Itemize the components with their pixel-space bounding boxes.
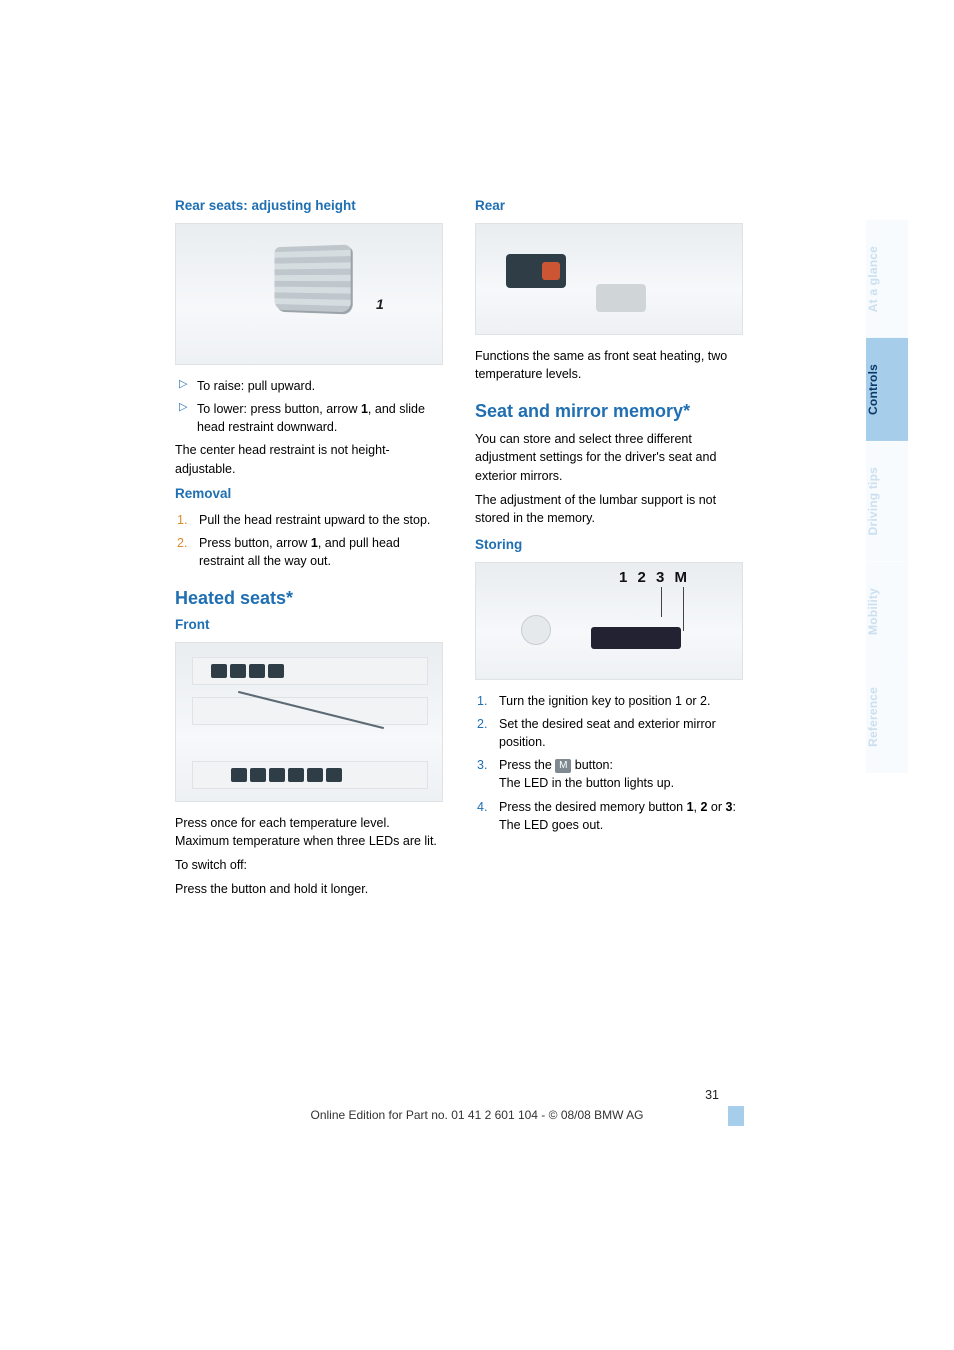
side-tab-strip: At a glance Controls Driving tips Mobili… [866, 220, 908, 772]
removal-step-2-bold: 1 [311, 536, 318, 550]
tab-at-a-glance[interactable]: At a glance [866, 220, 908, 338]
dash-buttons-3 [231, 768, 342, 782]
rear-panel-button [506, 254, 566, 288]
removal-step-1: Pull the head restraint upward to the st… [175, 511, 445, 529]
heading-removal: Removal [175, 486, 445, 501]
heading-rear: Rear [475, 198, 745, 213]
heading-heated-seats: Heated seats* [175, 588, 445, 609]
memory-paragraph-1: You can store and select three different… [475, 430, 745, 484]
dash-row-3 [192, 761, 428, 789]
bullet-raise: To raise: pull upward. [175, 377, 445, 395]
storing-step-4-line2: The LED goes out. [499, 818, 603, 832]
dash-row-1 [192, 657, 428, 685]
bullet-lower-pre: To lower: press button, arrow [197, 402, 361, 416]
footer-line: Online Edition for Part no. 01 41 2 601 … [0, 1108, 954, 1122]
storing-step-2: Set the desired seat and exterior mirror… [475, 715, 745, 751]
two-column-layout: Rear seats: adjusting height 1 To raise:… [175, 198, 745, 905]
storing-step-1: Turn the ignition key to position 1 or 2… [475, 692, 745, 710]
bullet-list-height: To raise: pull upward. To lower: press b… [175, 377, 445, 436]
removal-step-2-pre: Press button, arrow [199, 536, 311, 550]
bullet-lower-bold: 1 [361, 402, 368, 416]
memory-labels: 1 2 3 M [619, 569, 690, 586]
front-paragraph-2: To switch off: [175, 856, 445, 874]
bullet-lower: To lower: press button, arrow 1, and sli… [175, 400, 445, 436]
removal-step-1-text: Pull the head restraint upward to the st… [199, 513, 430, 527]
figure-memory-buttons: 1 2 3 M [475, 562, 743, 680]
front-paragraph-3: Press the button and hold it longer. [175, 880, 445, 898]
center-restraint-note: The center head restraint is not height-… [175, 441, 445, 477]
bullet-raise-text: To raise: pull upward. [197, 379, 315, 393]
figure-arrow-1-label: 1 [376, 296, 384, 312]
tab-driving-tips[interactable]: Driving tips [866, 441, 908, 561]
figure-front-controls [175, 642, 443, 802]
rear-panel-secondary [596, 284, 646, 312]
figure-headrest: 1 [175, 223, 443, 365]
storing-step-3-post: button: [571, 758, 613, 772]
heading-front: Front [175, 617, 445, 632]
page-content: Rear seats: adjusting height 1 To raise:… [175, 198, 745, 905]
headrest-illustration [274, 245, 350, 313]
storing-step-4-pre: Press the desired memory button [499, 800, 687, 814]
figure-rear-controls [475, 223, 743, 335]
memory-pointer-2 [683, 587, 684, 631]
page-number: 31 [705, 1088, 719, 1102]
storing-step-2-text: Set the desired seat and exterior mirror… [499, 717, 716, 749]
s4-m1: , [694, 800, 701, 814]
storing-step-3: Press the M button: The LED in the butto… [475, 756, 745, 792]
storing-step-1-text: Turn the ignition key to position 1 or 2… [499, 694, 710, 708]
heading-rear-seats: Rear seats: adjusting height [175, 198, 445, 213]
s4-m2: or [707, 800, 725, 814]
s4-post: : [732, 800, 735, 814]
dash-buttons-1 [211, 664, 284, 678]
heading-storing: Storing [475, 537, 745, 552]
storing-step-4: Press the desired memory button 1, 2 or … [475, 798, 745, 834]
tab-reference[interactable]: Reference [866, 661, 908, 773]
right-column: Rear Functions the same as front seat he… [475, 198, 745, 905]
rear-paragraph: Functions the same as front seat heating… [475, 347, 745, 383]
front-paragraph-1: Press once for each temperature level. M… [175, 814, 445, 850]
m-button-icon: M [555, 759, 571, 773]
storing-steps: Turn the ignition key to position 1 or 2… [475, 692, 745, 834]
storing-step-3-pre: Press the [499, 758, 555, 772]
removal-steps: Pull the head restraint upward to the st… [175, 511, 445, 570]
memory-paragraph-2: The adjustment of the lumbar support is … [475, 491, 745, 527]
storing-step-3-line2: The LED in the button lights up. [499, 776, 674, 790]
heading-seat-mirror-memory: Seat and mirror memory* [475, 401, 745, 422]
removal-step-2: Press button, arrow 1, and pull head res… [175, 534, 445, 570]
left-column: Rear seats: adjusting height 1 To raise:… [175, 198, 445, 905]
knob-illustration [521, 615, 551, 645]
tab-controls[interactable]: Controls [866, 338, 908, 441]
s4-b1: 1 [687, 800, 694, 814]
memory-button-cluster [591, 627, 681, 649]
tab-mobility[interactable]: Mobility [866, 562, 908, 661]
memory-pointer-1 [661, 587, 662, 617]
